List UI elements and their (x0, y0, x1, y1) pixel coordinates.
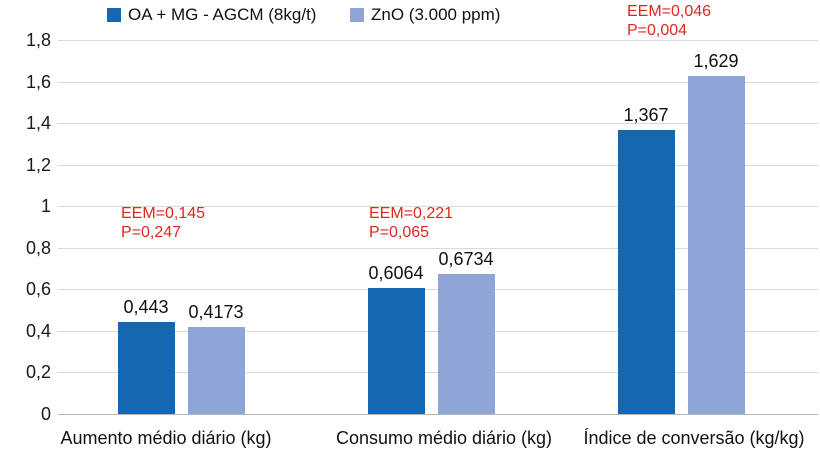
x-axis-category-label: Consumo médio diário (kg) (335, 428, 553, 448)
bar-value-label: 0,4173 (188, 302, 244, 322)
gridline (58, 248, 818, 249)
y-axis-tick-label: 1,6 (25, 72, 51, 92)
stat-annotation: EEM=0,046 P=0,004 (627, 3, 712, 39)
chart-legend: OA + MG - AGCM (8kg/t) ZnO (3.000 ppm) (0, 0, 820, 32)
legend-item: ZnO (3.000 ppm) (350, 5, 500, 25)
gridline (58, 123, 818, 124)
bar-s1-c3 (618, 130, 675, 414)
y-axis-tick-label: 0,6 (25, 279, 51, 299)
legend-label: OA + MG - AGCM (8kg/t) (128, 5, 317, 24)
bar-value-label: 1,367 (623, 105, 669, 125)
gridline (58, 206, 818, 207)
bar-s2-c2 (438, 274, 495, 414)
bar-s1-c1 (118, 322, 175, 414)
legend-swatch-icon (107, 8, 121, 22)
legend-swatch-icon (350, 8, 364, 22)
gridline (58, 165, 818, 166)
bar-value-label: 0,6064 (368, 263, 424, 283)
x-axis-category-label: Aumento médio diário (kg) (60, 428, 272, 448)
gridline (58, 82, 818, 83)
y-axis-tick-label: 0,8 (25, 238, 51, 258)
y-axis-tick-label: 0 (40, 404, 51, 424)
x-axis-category-label: Índice de conversão (kg/kg) (583, 428, 805, 448)
stat-annotation: EEM=0,221 P=0,065 (369, 205, 454, 241)
bar-value-label: 0,6734 (438, 249, 494, 269)
y-axis-tick-label: 0,2 (25, 362, 51, 382)
x-axis-line (58, 414, 818, 415)
stat-annotation: EEM=0,145 P=0,247 (121, 205, 206, 241)
y-axis-tick-label: 1 (40, 196, 51, 216)
bar-s2-c1 (188, 327, 245, 414)
y-axis-tick-label: 1,4 (25, 113, 51, 133)
gridline (58, 40, 818, 41)
legend-item: OA + MG - AGCM (8kg/t) (107, 5, 316, 25)
bar-value-label: 0,443 (123, 297, 169, 317)
legend-label: ZnO (3.000 ppm) (371, 5, 501, 24)
y-axis-tick-label: 1,2 (25, 155, 51, 175)
y-axis-tick-label: 1,8 (25, 30, 51, 50)
y-axis-tick-label: 0,4 (25, 321, 51, 341)
bar-s2-c3 (688, 76, 745, 414)
bar-value-label: 1,629 (693, 51, 739, 71)
bar-s1-c2 (368, 288, 425, 414)
